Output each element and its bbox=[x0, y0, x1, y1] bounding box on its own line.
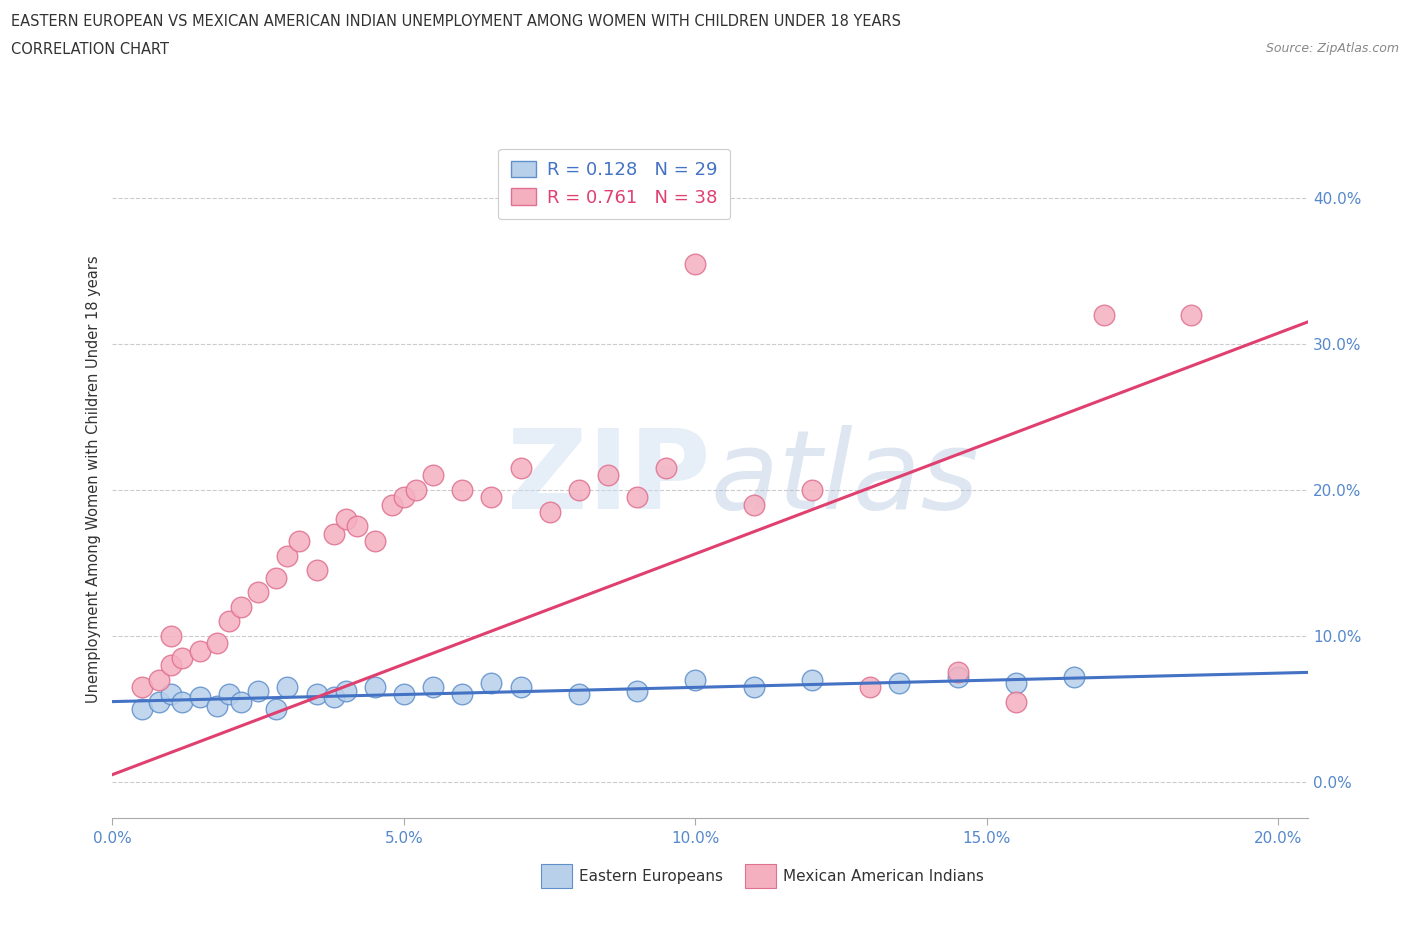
Point bbox=[392, 490, 415, 505]
Point bbox=[596, 468, 619, 483]
Point bbox=[568, 687, 591, 702]
Point bbox=[1092, 307, 1115, 322]
Point bbox=[335, 512, 357, 526]
Point bbox=[481, 490, 503, 505]
Point bbox=[946, 665, 969, 680]
Point bbox=[422, 680, 444, 695]
Point bbox=[229, 599, 252, 614]
Point bbox=[172, 694, 194, 709]
Text: CORRELATION CHART: CORRELATION CHART bbox=[11, 42, 169, 57]
Point bbox=[392, 687, 415, 702]
Point bbox=[335, 684, 357, 698]
Point bbox=[276, 680, 298, 695]
Point bbox=[148, 672, 170, 687]
Point bbox=[889, 675, 911, 690]
Legend: R = 0.128   N = 29, R = 0.761   N = 38: R = 0.128 N = 29, R = 0.761 N = 38 bbox=[499, 149, 730, 219]
Point bbox=[685, 672, 707, 687]
Point bbox=[1005, 694, 1028, 709]
Point bbox=[188, 643, 211, 658]
Point bbox=[159, 687, 181, 702]
Point bbox=[218, 614, 240, 629]
Y-axis label: Unemployment Among Women with Children Under 18 years: Unemployment Among Women with Children U… bbox=[86, 255, 101, 703]
Point bbox=[1180, 307, 1202, 322]
Point bbox=[207, 698, 229, 713]
Point bbox=[264, 701, 287, 716]
Point bbox=[422, 468, 444, 483]
Point bbox=[229, 694, 252, 709]
Point bbox=[305, 687, 328, 702]
Point bbox=[159, 658, 181, 672]
Text: ZIP: ZIP bbox=[506, 425, 710, 533]
Point bbox=[218, 687, 240, 702]
Point bbox=[381, 497, 404, 512]
Point bbox=[946, 670, 969, 684]
Point bbox=[207, 636, 229, 651]
Point bbox=[131, 701, 153, 716]
Text: atlas: atlas bbox=[710, 425, 979, 533]
Point bbox=[538, 504, 561, 519]
Point bbox=[264, 570, 287, 585]
Point bbox=[1005, 675, 1028, 690]
Point bbox=[742, 497, 765, 512]
Text: Eastern Europeans: Eastern Europeans bbox=[579, 869, 723, 883]
Text: Mexican American Indians: Mexican American Indians bbox=[783, 869, 984, 883]
Point bbox=[247, 585, 270, 600]
Point bbox=[481, 675, 503, 690]
Point bbox=[626, 684, 648, 698]
Point bbox=[131, 680, 153, 695]
Point bbox=[305, 563, 328, 578]
Point bbox=[1063, 670, 1085, 684]
Point bbox=[405, 483, 427, 498]
Point bbox=[801, 672, 824, 687]
Point bbox=[568, 483, 591, 498]
Point bbox=[509, 460, 531, 475]
Point bbox=[346, 519, 368, 534]
Point bbox=[148, 694, 170, 709]
Point bbox=[323, 526, 346, 541]
Point bbox=[159, 629, 181, 644]
Point bbox=[685, 256, 707, 271]
Point bbox=[451, 483, 474, 498]
Point bbox=[509, 680, 531, 695]
Point bbox=[655, 460, 678, 475]
Point bbox=[276, 548, 298, 563]
Point bbox=[364, 680, 387, 695]
Point bbox=[323, 690, 346, 705]
Point bbox=[364, 534, 387, 549]
Point bbox=[742, 680, 765, 695]
Point bbox=[172, 650, 194, 665]
Point bbox=[626, 490, 648, 505]
Point bbox=[859, 680, 882, 695]
Point bbox=[451, 687, 474, 702]
Point bbox=[188, 690, 211, 705]
Point bbox=[288, 534, 311, 549]
Point bbox=[801, 483, 824, 498]
Text: EASTERN EUROPEAN VS MEXICAN AMERICAN INDIAN UNEMPLOYMENT AMONG WOMEN WITH CHILDR: EASTERN EUROPEAN VS MEXICAN AMERICAN IND… bbox=[11, 14, 901, 29]
Point bbox=[247, 684, 270, 698]
Text: Source: ZipAtlas.com: Source: ZipAtlas.com bbox=[1265, 42, 1399, 55]
